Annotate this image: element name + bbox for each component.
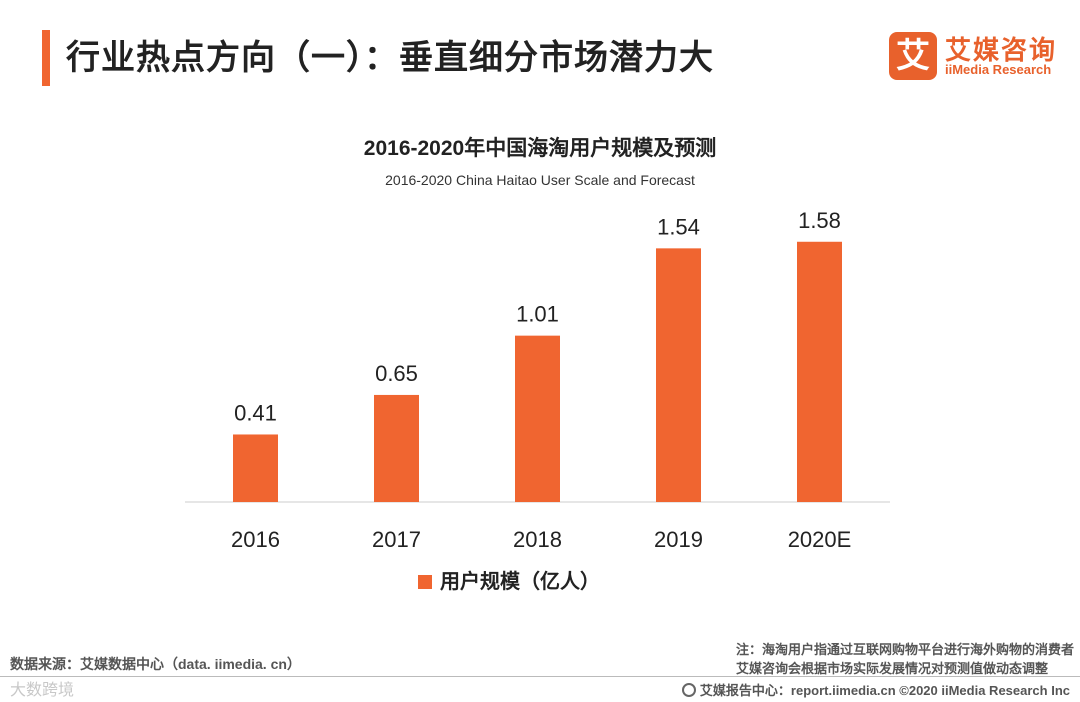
value-label-2018: 1.01 bbox=[516, 302, 559, 327]
globe-icon bbox=[681, 683, 696, 697]
x-tick-label-2019: 2019 bbox=[654, 527, 703, 552]
bar-2018 bbox=[515, 335, 560, 502]
x-tick-label-2018: 2018 bbox=[513, 527, 562, 552]
bar-2020E bbox=[797, 241, 842, 502]
chart-title: 2016-2020年中国海淘用户规模及预测 bbox=[363, 137, 717, 160]
title-accent-bar bbox=[42, 30, 50, 86]
footnote-line-2: 艾媒咨询会根据市场实际发展情况对预测值做动态调整 bbox=[735, 661, 1048, 676]
footer-text: 艾媒报告中心：report.iimedia.cn ©2020 iiMedia R… bbox=[699, 683, 1070, 698]
x-tick-label-2017: 2017 bbox=[372, 527, 421, 552]
watermark: 大数跨境 bbox=[10, 682, 75, 699]
page-title: 行业热点方向（一）：垂直细分市场潜力大 bbox=[66, 39, 714, 77]
legend-label: 用户规模（亿人） bbox=[440, 571, 600, 593]
footnote-line-1: 注：海淘用户指通过互联网购物平台进行海外购物的消费者 bbox=[735, 642, 1074, 657]
logo-name-en: iiMedia Research bbox=[945, 62, 1052, 77]
data-source: 数据来源：艾媒数据中心（data. iimedia. cn） bbox=[10, 656, 301, 672]
legend-swatch bbox=[418, 575, 432, 589]
value-label-2017: 0.65 bbox=[375, 361, 418, 386]
x-tick-label-2020E: 2020E bbox=[788, 527, 852, 552]
footnote: 注：海淘用户指通过互联网购物平台进行海外购物的消费者 艾媒咨询会根据市场实际发展… bbox=[736, 640, 1074, 678]
logo-name-cn: 艾媒咨询 bbox=[945, 35, 1058, 65]
bar-2019 bbox=[656, 248, 701, 502]
chart-subtitle: 2016-2020 China Haitao User Scale and Fo… bbox=[385, 172, 695, 188]
value-label-2020E: 1.58 bbox=[798, 208, 841, 233]
iimedia-logo: 艾 艾媒咨询 iiMedia Research bbox=[885, 28, 1065, 84]
bar-2017 bbox=[374, 394, 419, 502]
bar-2016 bbox=[233, 434, 278, 502]
x-tick-label-2016: 2016 bbox=[231, 527, 280, 552]
value-label-2019: 1.54 bbox=[657, 214, 700, 239]
value-label-2016: 0.41 bbox=[234, 400, 277, 425]
footer: 艾媒报告中心：report.iimedia.cn ©2020 iiMedia R… bbox=[681, 680, 1070, 699]
footer-divider bbox=[0, 676, 1080, 677]
logo-mark-icon: 艾 bbox=[889, 32, 937, 80]
